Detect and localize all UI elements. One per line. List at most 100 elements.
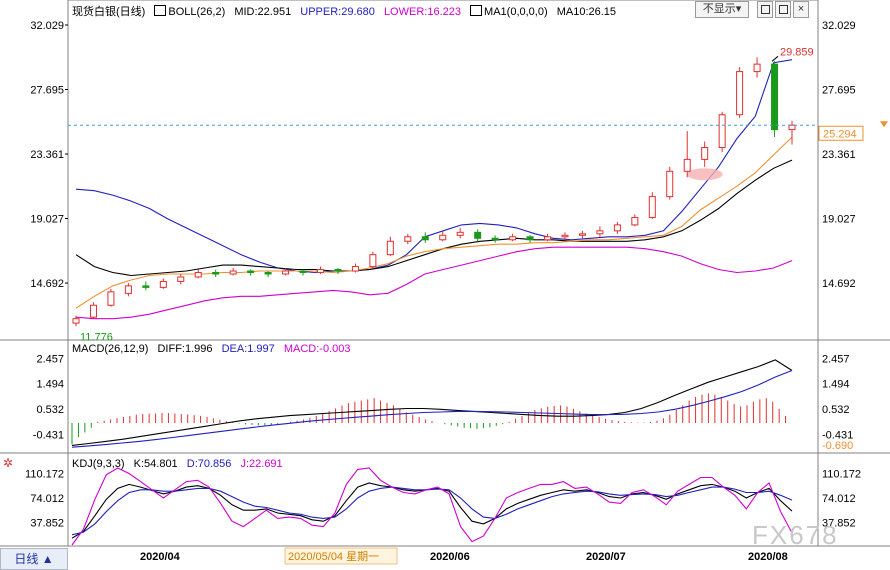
kdj-y-tick-label: 37.852 [30,518,64,530]
crosshair-date-label: 2020/05/04 星期一 [288,550,379,563]
candle-body [526,236,534,241]
candle-body [753,63,761,73]
candle-body [177,276,185,282]
kdj-line-j [71,467,793,546]
y-tick-label-right: 27.695 [822,85,856,97]
candle-body [788,124,796,131]
price-header: 现货白银(日线) BOLL(26,2) MID:22.951 UPPER:29.… [72,3,622,19]
candle-body [229,270,237,275]
kdj-line-k [71,482,793,539]
candle-body [212,272,220,275]
kdj-line-d [71,486,793,536]
candle-body [159,280,167,288]
kdj-y-tick-label-right: 74.012 [822,493,856,505]
candle-body [561,234,569,238]
macd-y-tick-label-right: 0.532 [822,404,850,416]
crosshair-date-box [284,547,398,565]
candle-body [264,272,272,275]
y-tick-label-right: 19.027 [822,214,856,226]
low-label: 11.776 [80,331,113,343]
candle-body [736,71,744,116]
series-line-lower [75,246,793,320]
candle-body [596,230,604,235]
macd-value-label: MACD:-0.003 [283,343,351,355]
candle-body [613,224,621,232]
candle-body [578,233,586,236]
dea-label: DEA:1.997 [221,343,275,355]
last-price-label: 25.294 [823,128,857,140]
high-pointer [771,55,779,62]
boll-label: BOLL(26,2) [168,6,226,18]
k-label: K:54.801 [133,458,178,470]
watermark: FX678 [752,520,839,550]
hide-dropdown[interactable]: 不显示▾ [695,1,749,18]
candle-body [299,270,307,274]
candle-body [316,269,324,274]
macd-y-tick-label: 0.532 [36,404,64,416]
candle-body [142,285,150,288]
last-price-arrow-icon [880,121,888,128]
candle-body [544,236,552,241]
period-selector[interactable]: 日线 ▲ [0,548,68,570]
series-line-upper [75,59,793,274]
y-tick-label: 23.361 [30,149,64,161]
candle-body [474,231,482,239]
macd-y-tick-label: 1.494 [36,379,64,391]
kdj-header: KDJ(9,3,3) K:54.801 D:70.856 J:22.691 [72,458,289,470]
expand-button[interactable] [757,1,773,18]
price-panel: 32.029 32.029 27.695 27.695 23.361 23.361 19.0… [30,20,888,343]
d-label: D:70.856 [186,458,232,470]
ma10-label: MA10:26.15 [556,6,617,18]
j-label: J:22.691 [240,458,283,470]
candle-body [439,234,447,241]
boll-icon [154,5,167,16]
candle-body [648,196,656,218]
candle-body [282,270,290,275]
kdj-panel: 110.172 110.172 74.012 74.012 37.852 37.852 [25,467,861,546]
candle-body [334,269,342,272]
candle-body [718,114,726,148]
lower-label: LOWER:16.223 [383,6,461,18]
candle-body [72,318,80,324]
candle-body [509,236,517,241]
diff-label: DIFF:1.996 [157,343,213,355]
close-button[interactable]: × [793,1,809,18]
candle-body [666,170,674,198]
candle-body [701,146,709,160]
candle-body [491,237,499,241]
restore-button[interactable] [775,1,791,18]
candle-body [89,304,97,318]
kdj-y-tick-label-right: 110.172 [822,468,861,480]
candle-body [404,236,412,242]
candle-body [771,63,779,131]
kdj-gear-icon[interactable]: ✲ [3,456,14,470]
macd-y-tick-label-right: 2.457 [822,353,850,365]
macd-y-tick-label: -0.431 [33,429,64,441]
kdj-title: KDJ(9,3,3) [72,458,125,470]
candle-body [351,266,359,272]
upper-label: UPPER:29.680 [300,6,375,18]
high-label: 29.859 [780,46,814,58]
highlight-marker [686,168,723,181]
candle-body [386,240,394,256]
y-tick-label-right: 23.361 [822,149,856,161]
x-tick-label: 2020/08 [748,551,788,563]
y-tick-label: 19.027 [30,214,64,226]
y-tick-label: 32.029 [30,20,64,32]
series-line-mid [75,159,793,277]
x-tick-label: 2020/07 [586,551,626,563]
mid-label: MID:22.951 [234,6,292,18]
macd-y-tick-label-right: 1.494 [822,379,850,391]
candle-body [124,285,132,294]
expand-icon [760,5,770,14]
macd-title: MACD(26,12,9) [72,343,149,355]
kdj-y-tick-label: 110.172 [25,468,64,480]
restore-icon [778,5,788,14]
candle-body [683,158,691,172]
instrument-name: 现货白银 [72,6,116,18]
kdj-y-tick-label: 74.012 [30,493,64,505]
candle-body [107,291,115,306]
y-tick-label: 14.692 [30,278,64,290]
